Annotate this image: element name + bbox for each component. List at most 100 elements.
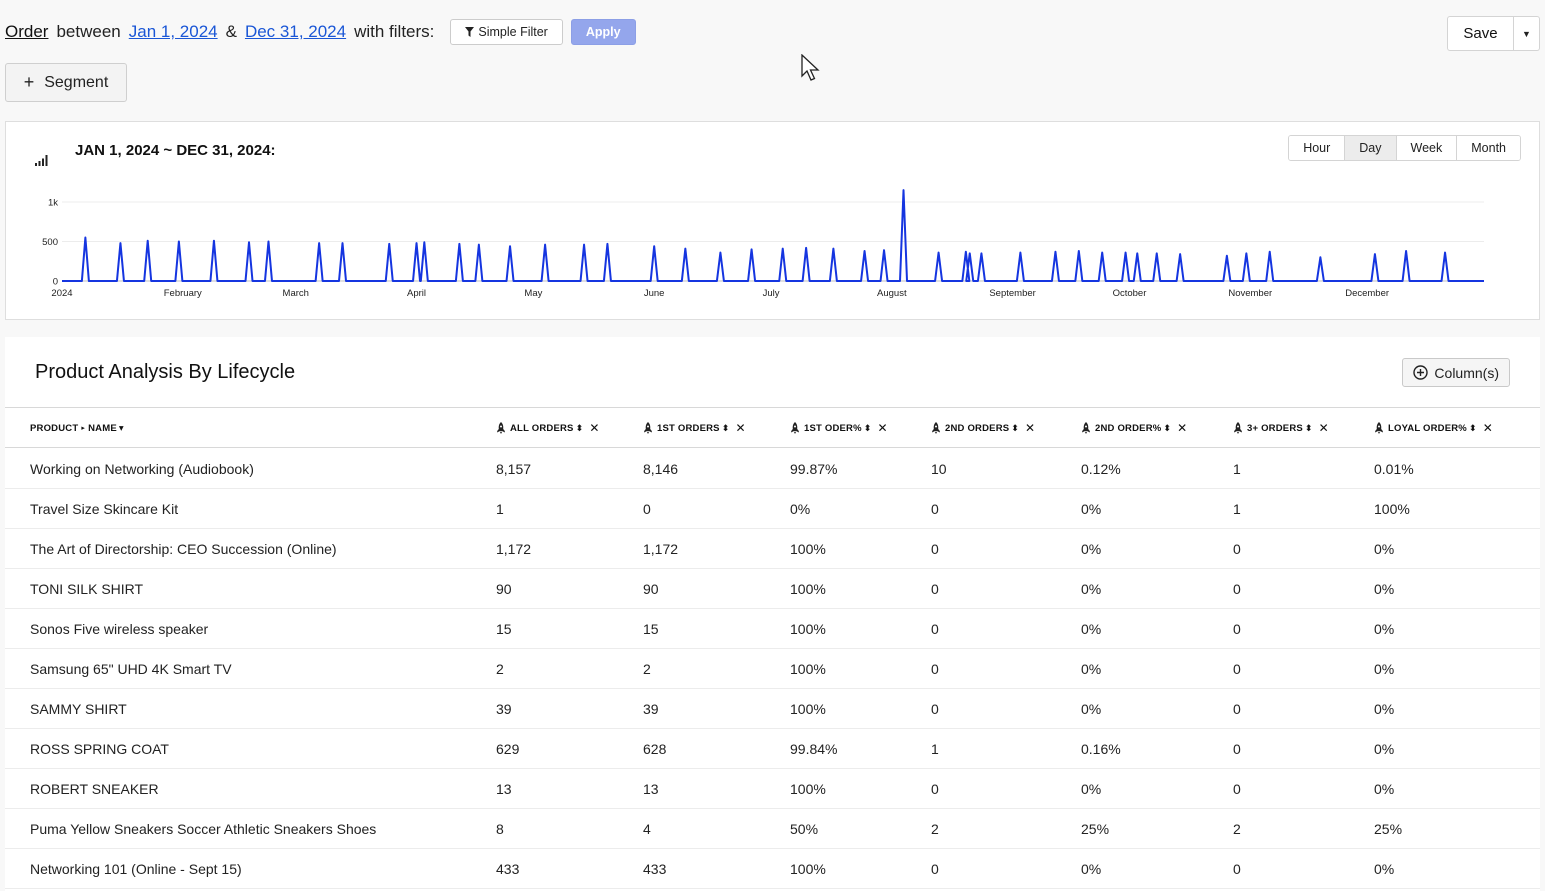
remove-column-icon[interactable]: ✕ [1482, 421, 1493, 435]
third-orders-cell: 2 [1233, 821, 1241, 837]
second-orders-cell: 0 [931, 781, 939, 797]
first-order-pct-cell: 100% [790, 781, 826, 797]
second-orders-cell: 10 [931, 461, 947, 477]
start-date-link[interactable]: Jan 1, 2024 [128, 22, 218, 41]
x-tick-label: December [1345, 288, 1389, 299]
simple-filter-button[interactable]: Simple Filter [450, 19, 563, 45]
product-name-cell: TONI SILK SHIRT [30, 581, 144, 597]
remove-column-icon[interactable]: ✕ [589, 421, 600, 435]
apply-button[interactable]: Apply [570, 19, 636, 45]
product-name-cell: SAMMY SHIRT [30, 701, 127, 717]
granularity-day[interactable]: Day [1344, 136, 1396, 160]
sort-icon[interactable]: ⬍ [1163, 422, 1172, 433]
third-orders-cell: 0 [1233, 621, 1241, 637]
second-order-pct-cell: 0% [1081, 501, 1102, 517]
x-tick-label: May [524, 288, 542, 299]
table-row[interactable]: The Art of Directorship: CEO Succession … [5, 529, 1540, 569]
third-orders-cell: 0 [1233, 741, 1241, 757]
second-orders-cell: 0 [931, 621, 939, 637]
header-2nd-orders[interactable]: 2ND ORDERS ⬍ ✕ [931, 408, 1035, 448]
third-orders-cell: 0 [1233, 661, 1241, 677]
loyal-order-pct-cell: 0% [1374, 621, 1395, 637]
second-order-pct-cell: 0.16% [1081, 741, 1121, 757]
segment-label: Segment [44, 73, 109, 91]
rocket-icon [497, 422, 505, 434]
x-tick-label: February [164, 288, 202, 299]
amp-label: & [225, 22, 237, 41]
add-segment-button[interactable]: + Segment [5, 63, 127, 102]
second-order-pct-cell: 0% [1081, 701, 1102, 717]
all-orders-cell: 1 [496, 501, 504, 517]
sort-icon[interactable]: ⬍ [1011, 422, 1020, 433]
remove-column-icon[interactable]: ✕ [735, 421, 746, 435]
second-order-pct-cell: 0% [1081, 581, 1102, 597]
header-product-name[interactable]: PRODUCT ▸ NAME ▾ [30, 408, 124, 448]
sort-icon[interactable]: ⬍ [1468, 422, 1477, 433]
first-orders-cell: 2 [643, 661, 651, 677]
third-orders-cell: 0 [1233, 781, 1241, 797]
table-row[interactable]: ROBERT SNEAKER 13 13 100% 0 0% 0 0% [5, 769, 1540, 809]
table-row[interactable]: TONI SILK SHIRT 90 90 100% 0 0% 0 0% [5, 569, 1540, 609]
table-row[interactable]: Puma Yellow Sneakers Soccer Athletic Sne… [5, 809, 1540, 849]
loyal-order-pct-cell: 100% [1374, 501, 1410, 517]
plus-circle-icon [1413, 365, 1429, 380]
x-tick-label: October [1113, 288, 1147, 299]
table-row[interactable]: Sonos Five wireless speaker 15 15 100% 0 0% 0 0… [5, 609, 1540, 649]
header-name-label: NAME [88, 422, 117, 434]
granularity-hour[interactable]: Hour [1289, 136, 1345, 160]
granularity-month[interactable]: Month [1456, 136, 1520, 160]
header-3plus-orders[interactable]: 3+ ORDERS ⬍ ✕ [1233, 408, 1329, 448]
second-order-pct-cell: 0% [1081, 781, 1102, 797]
third-orders-cell: 0 [1233, 861, 1241, 877]
loyal-order-pct-cell: 0.01% [1374, 461, 1414, 477]
save-button[interactable]: Save [1447, 16, 1514, 51]
table-panel: Product Analysis By Lifecycle Column(s) … [5, 337, 1540, 891]
sort-icon[interactable]: ⬍ [1304, 422, 1313, 433]
second-orders-cell: 0 [931, 861, 939, 877]
remove-column-icon[interactable]: ✕ [1177, 421, 1188, 435]
product-name-cell: Travel Size Skincare Kit [30, 501, 179, 517]
table-row[interactable]: Travel Size Skincare Kit 1 0 0% 0 0% 1 100% [5, 489, 1540, 529]
loyal-order-pct-cell: 0% [1374, 701, 1395, 717]
second-orders-cell: 2 [931, 821, 939, 837]
loyal-order-pct-cell: 0% [1374, 541, 1395, 557]
save-dropdown-button[interactable]: ▼ [1514, 16, 1540, 51]
all-orders-cell: 13 [496, 781, 512, 797]
remove-column-icon[interactable]: ✕ [1025, 421, 1036, 435]
sort-icon[interactable]: ⬍ [721, 422, 730, 433]
with-filters-label: with filters: [354, 22, 435, 41]
loyal-order-pct-cell: 0% [1374, 581, 1395, 597]
all-orders-cell: 1,172 [496, 541, 532, 557]
sort-icon[interactable]: ⬍ [863, 422, 872, 433]
remove-column-icon[interactable]: ✕ [877, 421, 888, 435]
y-tick-label: 500 [42, 237, 58, 248]
header-1st-orders[interactable]: 1ST ORDERS ⬍ ✕ [643, 408, 746, 448]
chart-panel: JAN 1, 2024 ~ DEC 31, 2024: Hour Day Wee… [5, 121, 1540, 320]
table-row[interactable]: Working on Networking (Audiobook) 8,157 8,… [5, 449, 1540, 489]
granularity-week[interactable]: Week [1395, 136, 1457, 160]
header-all-orders[interactable]: ALL ORDERS ⬍ ✕ [496, 408, 600, 448]
series-line [62, 189, 1484, 282]
first-order-pct-cell: 0% [790, 501, 811, 517]
end-date-link[interactable]: Dec 31, 2024 [244, 22, 347, 41]
all-orders-cell: 90 [496, 581, 512, 597]
all-orders-cell: 15 [496, 621, 512, 637]
all-orders-cell: 2 [496, 661, 504, 677]
table-row[interactable]: SAMMY SHIRT 39 39 100% 0 0% 0 0% [5, 689, 1540, 729]
columns-button[interactable]: Column(s) [1402, 358, 1510, 387]
x-tick-label: September [989, 288, 1035, 299]
header-2nd-order-pct[interactable]: 2ND ORDER% ⬍ ✕ [1081, 408, 1187, 448]
table-row[interactable]: Networking 101 (Online - Sept 15) 433 433 1… [5, 849, 1540, 889]
loyal-order-pct-cell: 0% [1374, 741, 1395, 757]
table-row[interactable]: ROSS SPRING COAT 629 628 99.84% 1 0.16% 0 0% [5, 729, 1540, 769]
table-row[interactable]: Samsung 65" UHD 4K Smart TV 2 2 100% 0 0% 0 0% [5, 649, 1540, 689]
header-label: 1ST ODER% [804, 422, 862, 434]
rocket-icon [1375, 422, 1383, 434]
header-1st-order-pct[interactable]: 1ST ODER% ⬍ ✕ [790, 408, 888, 448]
entity-selector[interactable]: Order [5, 22, 49, 41]
header-loyal-order-pct[interactable]: LOYAL ORDER% ⬍ ✕ [1374, 408, 1493, 448]
caret-down-icon: ▾ [118, 422, 124, 434]
x-tick-label: July [763, 288, 780, 299]
remove-column-icon[interactable]: ✕ [1318, 421, 1329, 435]
sort-icon[interactable]: ⬍ [575, 422, 584, 433]
